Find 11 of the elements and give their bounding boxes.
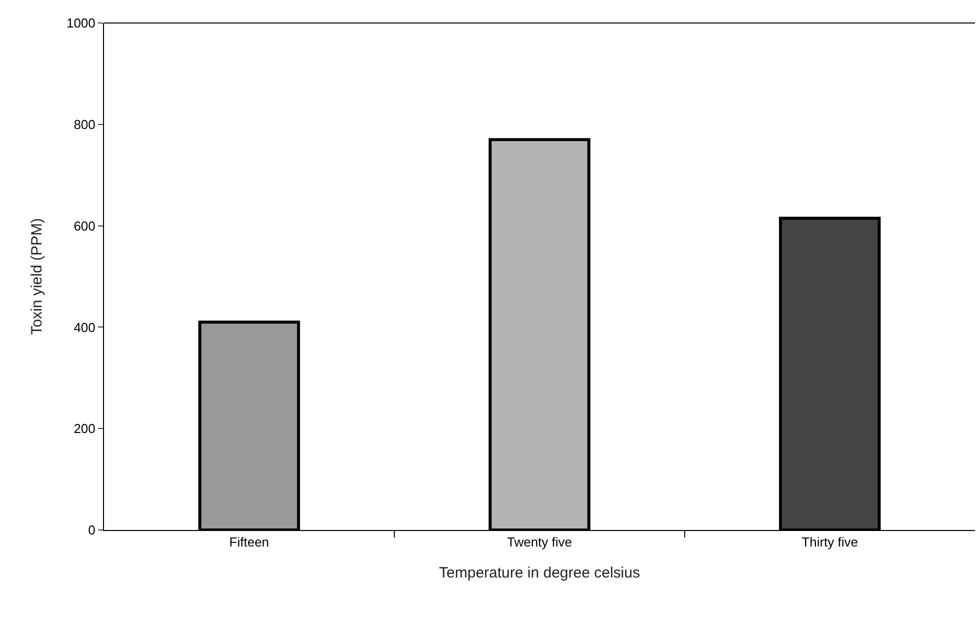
y-tick-label: 1000 bbox=[66, 16, 96, 31]
x-axis-title: Temperature in degree celsius bbox=[439, 564, 640, 582]
y-tick-label: 800 bbox=[74, 116, 96, 132]
y-tick-label: 0 bbox=[88, 522, 96, 538]
x-tick-label: Fifteen bbox=[229, 534, 270, 550]
x-tick-label: Thirty five bbox=[802, 534, 858, 550]
x-tick-label: Twenty five bbox=[506, 534, 572, 550]
y-tick-label: 400 bbox=[74, 320, 96, 335]
y-axis-title: Toxin yield (PPM) bbox=[28, 218, 46, 335]
y-tick-label: 200 bbox=[74, 421, 96, 436]
y-tick-label: 600 bbox=[74, 218, 96, 234]
